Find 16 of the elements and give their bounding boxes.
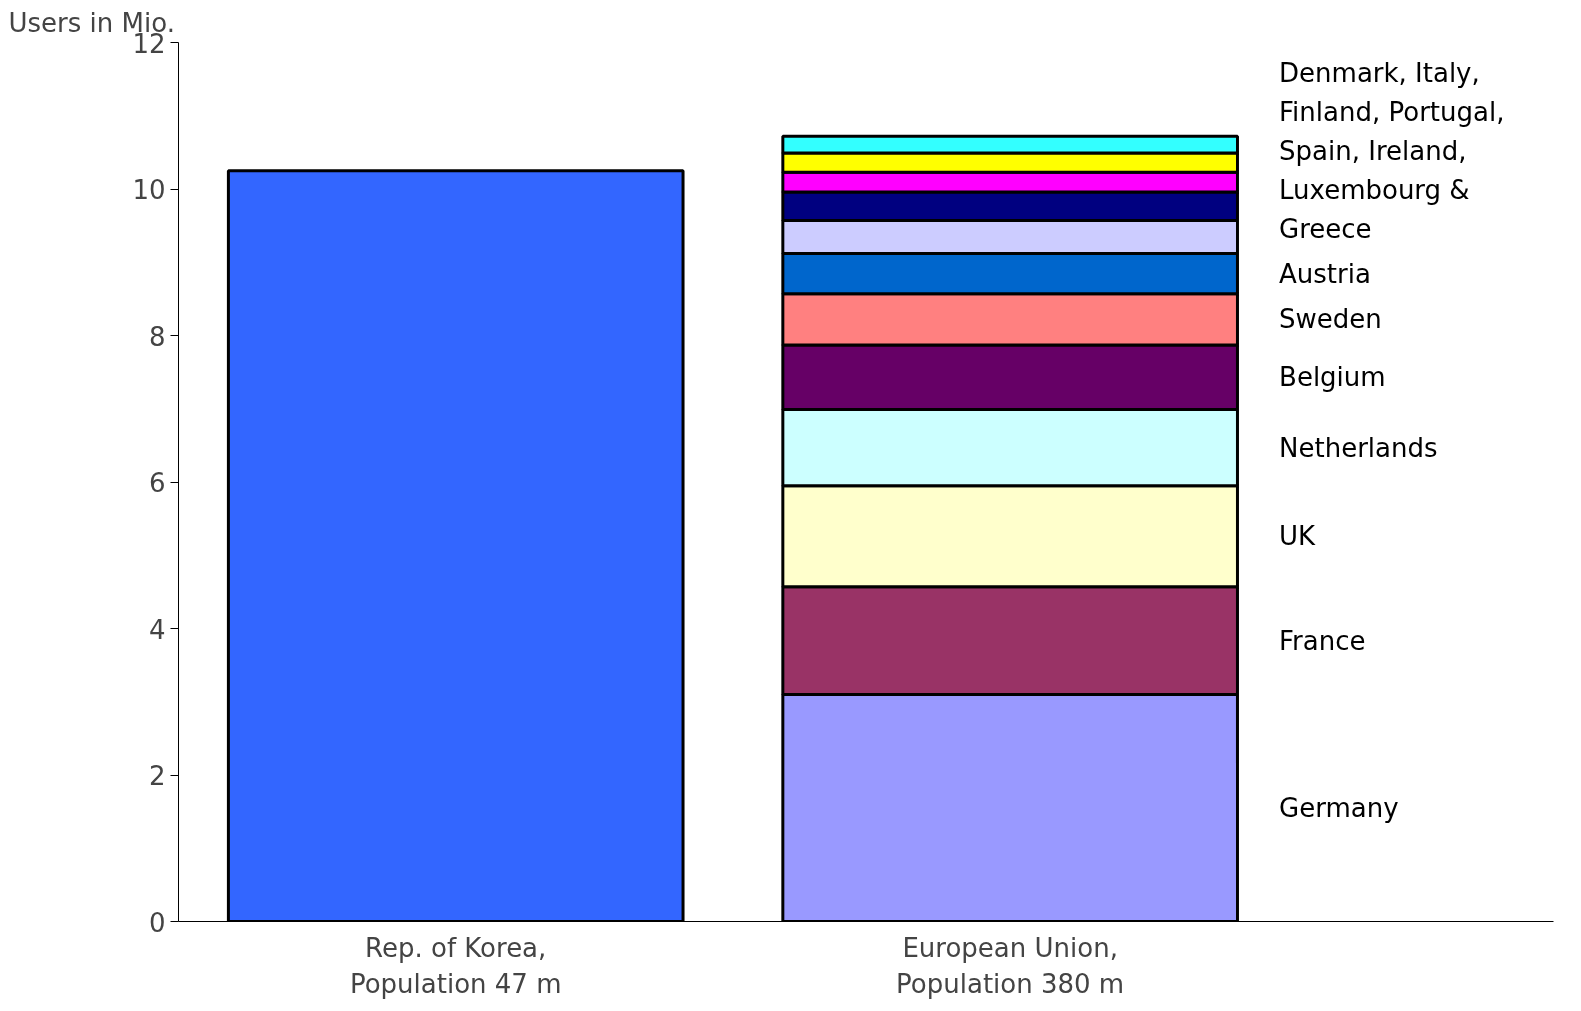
series-label: France <box>1279 625 1366 656</box>
y-tick-label: 4 <box>148 614 166 645</box>
x-tick-label: Rep. of Korea, Population 47 m <box>349 932 562 999</box>
y-tick-label: 2 <box>148 761 166 791</box>
y-tick-label: 0 <box>148 907 166 938</box>
series-label: Belgium <box>1279 362 1386 393</box>
series-label: Austria <box>1279 258 1371 289</box>
annotation: Denmark, Italy, Finland, Portugal, Spain, Ireland, Luxembourg & Greece <box>1279 57 1505 244</box>
series-label: Sweden <box>1279 304 1382 335</box>
y-tick-label: 8 <box>148 321 166 352</box>
series-label: Netherlands <box>1279 432 1438 463</box>
y-tick-label: 6 <box>148 468 166 498</box>
series-label: UK <box>1279 521 1317 552</box>
x-tick-label: European Union, Population 380 m <box>896 932 1125 999</box>
y-tick-label: 10 <box>132 175 166 205</box>
series-label: Germany <box>1279 792 1399 823</box>
